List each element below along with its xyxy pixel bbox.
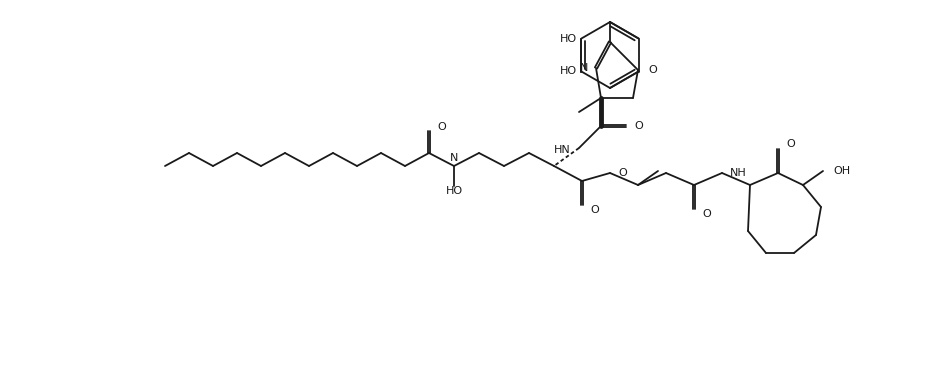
Text: O: O [786, 139, 795, 149]
Text: O: O [437, 122, 446, 132]
Text: HO: HO [446, 186, 463, 196]
Text: O: O [618, 168, 626, 178]
Text: O: O [634, 121, 643, 131]
Text: NH: NH [730, 168, 746, 178]
Text: HO: HO [561, 34, 578, 43]
Text: N: N [449, 153, 458, 163]
Text: HN: HN [554, 145, 571, 155]
Text: O: O [590, 205, 599, 215]
Text: O: O [648, 65, 657, 75]
Text: OH: OH [833, 166, 850, 176]
Text: O: O [702, 209, 711, 219]
Text: HO: HO [561, 67, 578, 76]
Text: N: N [580, 63, 588, 73]
